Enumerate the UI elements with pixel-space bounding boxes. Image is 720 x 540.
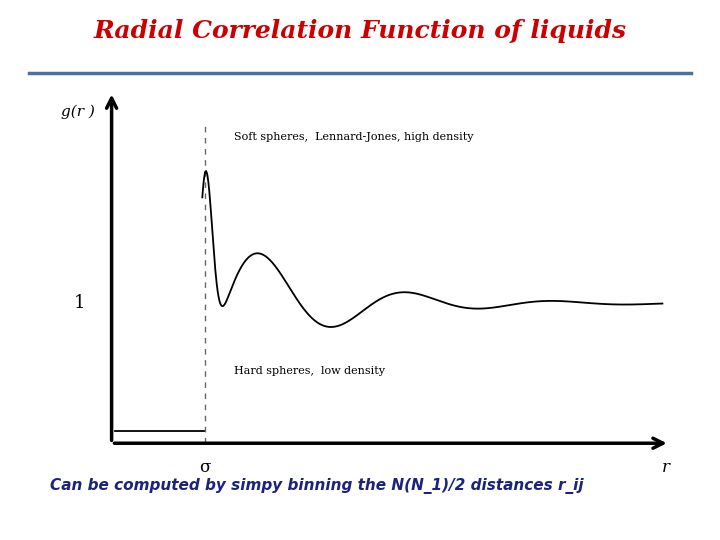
- Text: Istituto per le Applicazioni del Calcolo  "Mauro Picone": Istituto per le Applicazioni del Calcolo…: [50, 515, 304, 524]
- Text: Consiglio Nazionale delle Ricerche: Consiglio Nazionale delle Ricerche: [446, 515, 630, 524]
- Text: Radial Correlation Function of liquids: Radial Correlation Function of liquids: [94, 19, 626, 43]
- Text: r: r: [662, 458, 670, 476]
- Text: σ: σ: [199, 458, 211, 476]
- Text: g(r ): g(r ): [61, 104, 95, 119]
- Text: Soft spheres,  Lennard-Jones, high density: Soft spheres, Lennard-Jones, high densit…: [234, 132, 474, 141]
- Text: 1: 1: [73, 294, 85, 312]
- Text: Hard spheres,  low density: Hard spheres, low density: [234, 366, 385, 376]
- Text: Can be computed by simpy binning the N(N_1)/2 distances r_ij: Can be computed by simpy binning the N(N…: [50, 478, 584, 494]
